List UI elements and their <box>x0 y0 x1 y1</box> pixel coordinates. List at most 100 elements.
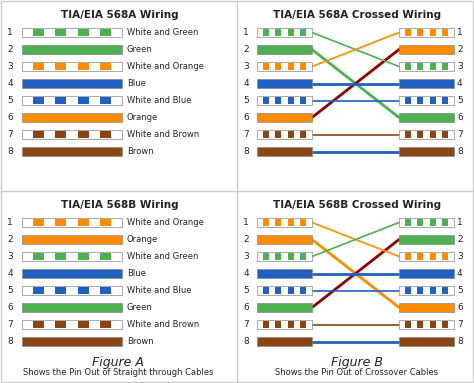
Text: 4: 4 <box>8 269 13 278</box>
Bar <box>405 29 411 36</box>
Bar <box>442 287 448 294</box>
Bar <box>399 252 454 261</box>
Bar <box>78 97 89 104</box>
Bar <box>55 97 66 104</box>
Bar <box>429 97 436 104</box>
Text: 2: 2 <box>243 45 249 54</box>
Bar <box>288 253 294 260</box>
Text: 6: 6 <box>457 113 463 122</box>
Bar <box>22 269 122 278</box>
Bar <box>288 63 294 70</box>
Bar <box>257 218 312 227</box>
Text: TIA/EIA 568A Wiring: TIA/EIA 568A Wiring <box>61 10 179 20</box>
Bar <box>55 253 66 260</box>
Text: 6: 6 <box>457 303 463 312</box>
Bar <box>22 130 122 139</box>
Text: 7: 7 <box>7 320 13 329</box>
Text: Orange: Orange <box>127 113 158 122</box>
Bar <box>399 320 454 329</box>
Bar <box>100 321 111 328</box>
Bar <box>100 131 111 138</box>
Bar <box>405 219 411 226</box>
Bar <box>275 287 282 294</box>
Bar <box>417 321 423 328</box>
Bar <box>263 321 269 328</box>
Bar <box>405 253 411 260</box>
Text: 2: 2 <box>243 235 249 244</box>
Text: 6: 6 <box>243 303 249 312</box>
Text: 7: 7 <box>243 320 249 329</box>
Bar <box>300 29 306 36</box>
Bar <box>22 337 122 346</box>
Bar <box>300 219 306 226</box>
Bar <box>263 131 269 138</box>
Bar <box>78 63 89 70</box>
Bar <box>300 253 306 260</box>
Bar <box>288 131 294 138</box>
Bar <box>257 269 312 278</box>
Bar <box>300 287 306 294</box>
Bar <box>100 63 111 70</box>
Text: 1: 1 <box>457 218 463 227</box>
Bar <box>22 320 122 329</box>
Text: 1: 1 <box>243 218 249 227</box>
Bar <box>399 303 454 312</box>
Bar <box>288 321 294 328</box>
Bar <box>22 79 122 88</box>
Text: 5: 5 <box>457 96 463 105</box>
Bar <box>429 321 436 328</box>
Text: 5: 5 <box>243 96 249 105</box>
Text: 7: 7 <box>457 320 463 329</box>
Bar <box>33 219 44 226</box>
Bar <box>275 97 282 104</box>
Bar <box>22 303 122 312</box>
Bar <box>33 321 44 328</box>
Bar <box>100 219 111 226</box>
Bar <box>399 62 454 71</box>
Bar <box>429 287 436 294</box>
Bar <box>257 113 312 122</box>
Bar <box>22 113 122 122</box>
Bar <box>22 147 122 156</box>
Bar <box>22 252 122 261</box>
Text: 2: 2 <box>457 235 463 244</box>
Bar <box>22 62 122 71</box>
Text: 1: 1 <box>243 28 249 37</box>
Bar <box>55 321 66 328</box>
Bar <box>257 147 312 156</box>
Text: 5: 5 <box>243 286 249 295</box>
Bar <box>257 96 312 105</box>
Text: Blue: Blue <box>127 269 146 278</box>
Text: 8: 8 <box>457 147 463 156</box>
Bar <box>417 253 423 260</box>
Bar <box>417 131 423 138</box>
Bar <box>405 287 411 294</box>
Bar <box>405 97 411 104</box>
Text: White and Orange: White and Orange <box>127 218 204 227</box>
Bar <box>442 219 448 226</box>
Bar <box>55 131 66 138</box>
Bar <box>257 337 312 346</box>
Text: 8: 8 <box>243 147 249 156</box>
Bar <box>399 269 454 278</box>
Bar <box>263 253 269 260</box>
Bar <box>257 235 312 244</box>
Bar <box>442 63 448 70</box>
Text: White and Green: White and Green <box>127 28 199 37</box>
Text: 7: 7 <box>243 130 249 139</box>
Text: 3: 3 <box>457 62 463 71</box>
Bar <box>22 235 122 244</box>
Bar <box>300 97 306 104</box>
Bar <box>78 131 89 138</box>
Text: 6: 6 <box>7 303 13 312</box>
Bar <box>257 79 312 88</box>
Bar <box>263 219 269 226</box>
Text: White and Blue: White and Blue <box>127 96 191 105</box>
Text: 3: 3 <box>7 62 13 71</box>
Text: 3: 3 <box>7 252 13 261</box>
Bar <box>288 287 294 294</box>
Bar <box>429 131 436 138</box>
Bar <box>263 287 269 294</box>
Bar <box>429 219 436 226</box>
Text: 4: 4 <box>457 79 463 88</box>
